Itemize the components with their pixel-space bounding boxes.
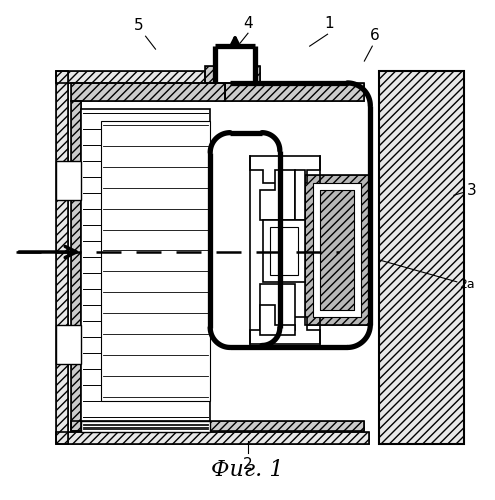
Polygon shape [295, 170, 305, 220]
Bar [71, 101, 81, 431]
Bar [225, 83, 364, 101]
Text: 2: 2 [243, 457, 253, 472]
Bar [313, 184, 361, 316]
Bar [56, 160, 81, 200]
Bar [225, 83, 364, 101]
Polygon shape [250, 316, 320, 344]
Text: 2a: 2a [459, 278, 474, 291]
Polygon shape [260, 284, 295, 330]
Polygon shape [250, 156, 320, 184]
Bar [81, 421, 210, 432]
Bar [101, 120, 210, 401]
Bar [205, 66, 260, 83]
Bar [320, 190, 354, 310]
Bar [263, 220, 305, 282]
Bar [56, 71, 68, 444]
Bar [205, 66, 260, 83]
Bar [71, 421, 364, 431]
Bar [71, 101, 81, 431]
Bar [71, 83, 225, 101]
Bar [71, 421, 364, 431]
Bar [56, 432, 369, 444]
Bar [216, 46, 254, 82]
Bar [56, 71, 205, 83]
Bar [305, 176, 369, 324]
Polygon shape [260, 304, 295, 334]
Bar [379, 71, 464, 444]
Text: Фиг. 1: Фиг. 1 [211, 458, 283, 480]
Bar [81, 109, 210, 421]
Bar [71, 83, 225, 101]
Bar [56, 432, 369, 444]
Bar [270, 227, 297, 275]
Text: 3: 3 [467, 183, 477, 198]
Text: 6: 6 [369, 28, 379, 43]
Bar [56, 71, 205, 83]
Text: 4: 4 [243, 16, 253, 31]
Bar [320, 190, 354, 310]
Text: 1: 1 [325, 16, 334, 31]
Polygon shape [260, 170, 295, 220]
Bar [56, 324, 81, 364]
Bar [305, 176, 369, 324]
Bar [379, 71, 464, 444]
Text: 5: 5 [134, 18, 144, 33]
Bar [56, 71, 68, 444]
